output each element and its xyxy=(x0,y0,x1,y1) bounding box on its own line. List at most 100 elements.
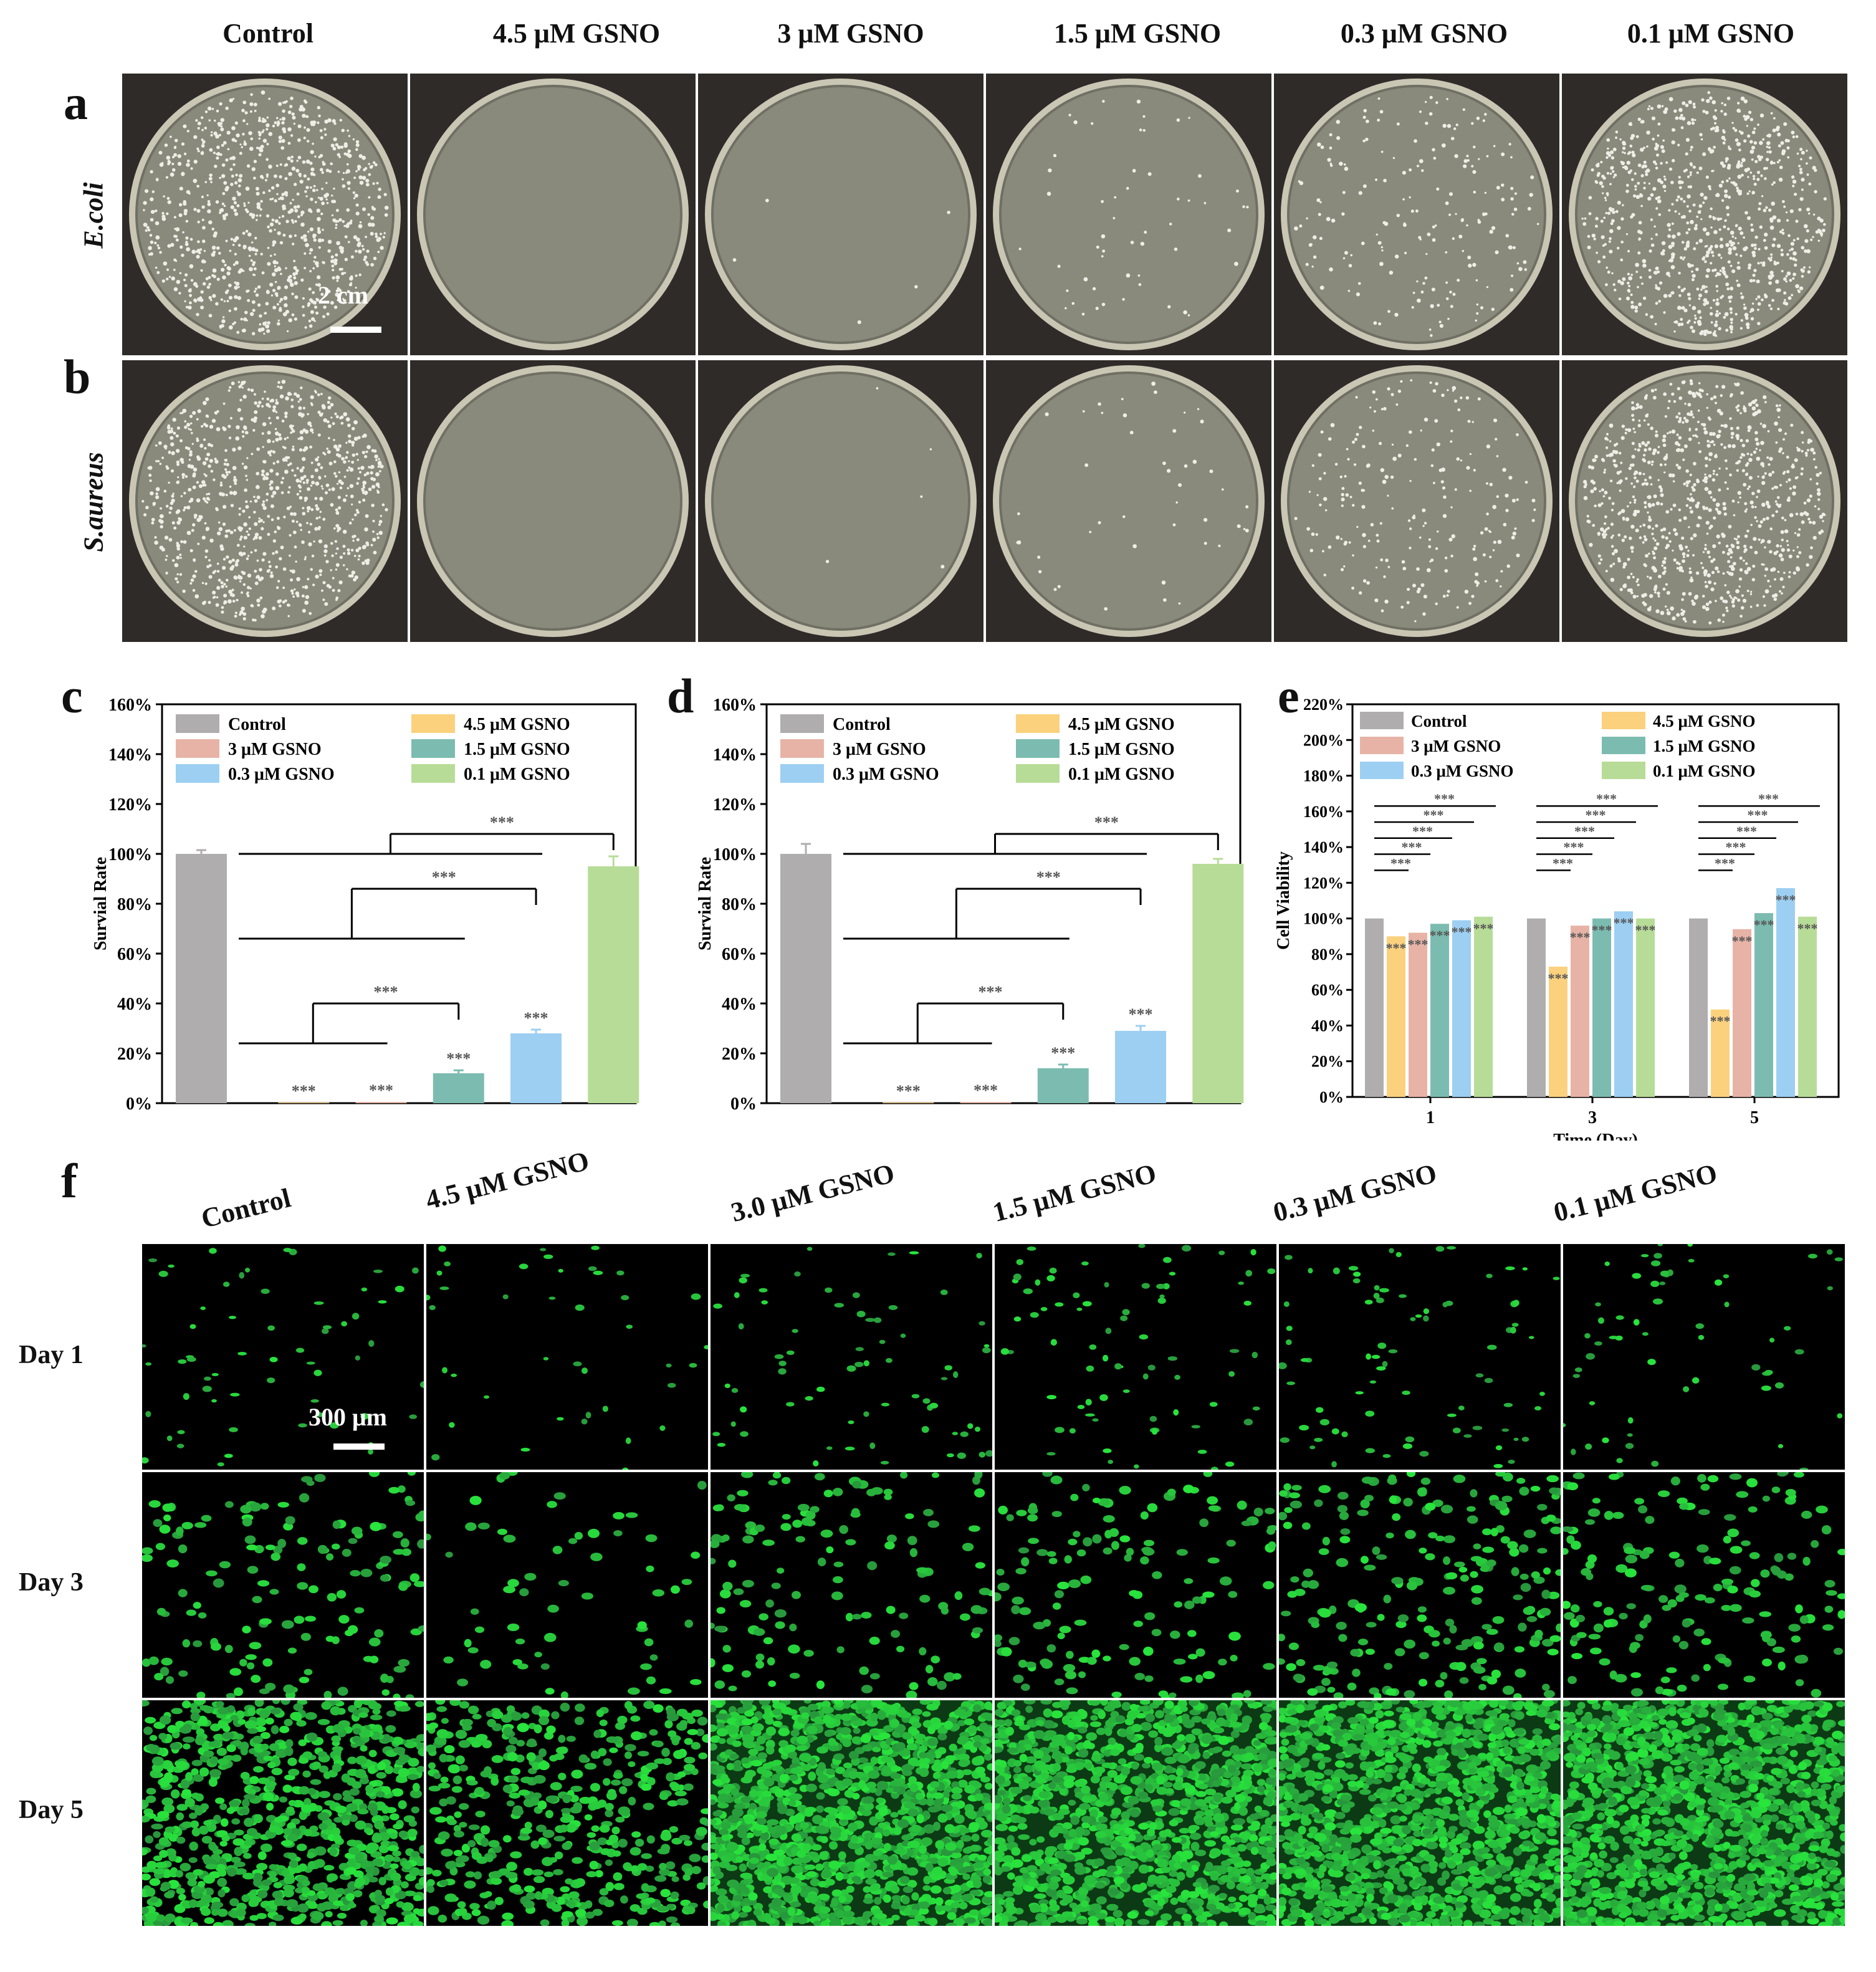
y-tick-label: 120% xyxy=(1303,874,1344,892)
bar xyxy=(1409,932,1427,1097)
bar-sig-label: *** xyxy=(1797,921,1818,936)
legend-swatch xyxy=(1602,712,1645,729)
legend-label: 1.5 μM GSNO xyxy=(464,740,570,759)
agar-plate xyxy=(122,74,408,355)
bar xyxy=(1614,911,1633,1097)
fluor-col-head-0-1: 0.1 μM GSNO xyxy=(1550,1157,1720,1228)
bracket-sig-label: *** xyxy=(1402,840,1422,855)
bar xyxy=(1452,920,1471,1097)
legend-label: 0.3 μM GSNO xyxy=(1411,762,1514,780)
legend-swatch xyxy=(411,739,455,758)
legend-swatch xyxy=(780,764,824,783)
bar xyxy=(588,866,639,1103)
legend-swatch xyxy=(780,714,824,733)
bar-sig-label: *** xyxy=(1430,927,1450,943)
bar xyxy=(510,1033,562,1103)
y-tick-label: 0% xyxy=(730,1094,757,1114)
y-tick-label: 180% xyxy=(1303,767,1344,785)
bracket-sig-label: *** xyxy=(1574,823,1595,839)
bar xyxy=(1474,916,1493,1097)
legend-label: 1.5 μM GSNO xyxy=(1653,737,1756,755)
chart-d-survival-saureus: 0% 20% 40% 60% 80% 100% 120% 140% 160% Survial Ra… xyxy=(696,696,1244,1114)
fluorescence-micrograph xyxy=(1279,1244,1561,1470)
fluor-col-head-3-0: 3.0 μM GSNO xyxy=(727,1157,897,1228)
agar-plate xyxy=(1562,360,1847,642)
legend-label: 3 μM GSNO xyxy=(228,740,322,759)
bracket-sig-label: *** xyxy=(490,813,514,831)
plate-col-head-4-5: 4.5 μM GSNO xyxy=(492,18,661,49)
bar xyxy=(1776,888,1795,1097)
fluorescence-micrograph xyxy=(711,1700,992,1926)
bar-sig-label: *** xyxy=(524,1009,548,1027)
bracket-sig-label: *** xyxy=(1390,855,1411,871)
y-tick-label: 60% xyxy=(117,945,152,964)
fluor-col-head-1-5: 1.5 μM GSNO xyxy=(989,1157,1159,1228)
fluorescence-micrograph xyxy=(1279,1472,1561,1698)
agar-plate xyxy=(1274,74,1559,355)
bar xyxy=(1571,926,1589,1097)
panel-letter-a: a xyxy=(64,75,88,130)
bracket-sig-label: *** xyxy=(1036,868,1061,886)
legend-label: 4.5 μM GSNO xyxy=(1068,715,1175,734)
x-tick-label: 5 xyxy=(1750,1108,1759,1127)
bracket-sig-label: *** xyxy=(1094,813,1119,831)
bar xyxy=(1365,918,1384,1097)
legend-swatch xyxy=(1360,712,1404,729)
bracket-sig-label: *** xyxy=(432,868,456,886)
legend-label: 0.1 μM GSNO xyxy=(1068,765,1175,784)
y-tick-label: 60% xyxy=(722,945,757,964)
bar xyxy=(780,854,832,1103)
bracket-sig-label: *** xyxy=(1736,823,1757,839)
bar xyxy=(1754,913,1773,1097)
bracket-sig-label: *** xyxy=(1758,791,1779,807)
bar-sig-label: *** xyxy=(1408,937,1429,952)
bracket-sig-label: *** xyxy=(1715,855,1735,871)
fluorescence-micrograph xyxy=(995,1472,1276,1698)
bar-sig-label: *** xyxy=(1732,933,1753,949)
y-tick-label: 80% xyxy=(117,895,152,914)
legend-label: 0.3 μM GSNO xyxy=(228,765,335,784)
bar xyxy=(176,854,227,1103)
x-axis-label: Time (Day) xyxy=(1553,1131,1638,1141)
legend-swatch xyxy=(1360,737,1404,754)
bar-sig-label: *** xyxy=(1614,915,1634,931)
bracket-sig-label: *** xyxy=(1412,823,1433,839)
fluor-col-head-4-5: 4.5 μM GSNO xyxy=(422,1145,592,1216)
fluorescence-micrograph xyxy=(995,1244,1276,1470)
fluorescence-micrograph xyxy=(426,1472,708,1698)
bar-sig-label: *** xyxy=(1754,917,1774,932)
fluorescence-micrograph xyxy=(142,1472,424,1698)
agar-plate xyxy=(698,360,983,642)
bar xyxy=(1115,1031,1167,1103)
plate-col-head-0-1: 0.1 μM GSNO xyxy=(1627,18,1795,49)
legend-label: 0.1 μM GSNO xyxy=(464,765,570,784)
legend-swatch xyxy=(1602,762,1645,779)
plate-col-head-control: Control xyxy=(223,18,313,49)
bracket-sig-label: *** xyxy=(1553,855,1573,871)
agar-plate xyxy=(122,360,408,642)
y-tick-label: 80% xyxy=(1311,945,1344,964)
legend-label: Control xyxy=(833,715,891,734)
y-tick-label: 160% xyxy=(1303,803,1344,821)
bar-sig-label: *** xyxy=(1710,1013,1731,1029)
bar-sig-label: *** xyxy=(292,1082,316,1100)
bar-sig-label: *** xyxy=(1129,1005,1153,1023)
bar-sig-label: *** xyxy=(1570,929,1591,945)
y-tick-label: 20% xyxy=(1311,1053,1344,1071)
day-label-1: Day 1 xyxy=(19,1341,84,1369)
fluorescence-micrograph xyxy=(1563,1472,1845,1698)
bar-sig-label: *** xyxy=(1592,922,1612,938)
agar-plate xyxy=(410,74,696,355)
bar-sig-label: *** xyxy=(1452,924,1472,940)
legend-label: 3 μM GSNO xyxy=(1411,737,1501,755)
bar-sig-label: *** xyxy=(1473,921,1494,936)
x-tick-label: 3 xyxy=(1588,1108,1597,1127)
legend-swatch xyxy=(1016,714,1060,733)
bar xyxy=(1636,918,1655,1097)
y-tick-label: 120% xyxy=(713,795,757,815)
bar xyxy=(1798,916,1817,1097)
plate-scale-label: 2 cm xyxy=(318,281,369,309)
agar-plate xyxy=(986,74,1271,355)
legend-swatch xyxy=(411,714,455,733)
y-tick-label: 200% xyxy=(1303,731,1344,749)
